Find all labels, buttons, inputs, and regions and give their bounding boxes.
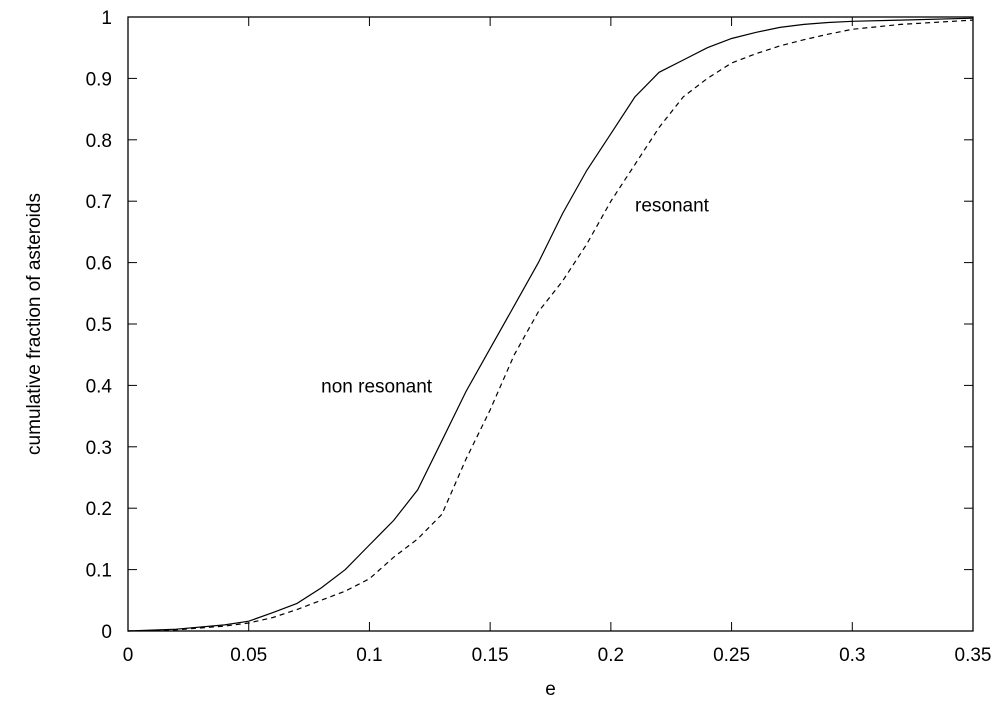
y-tick-label: 0.2 [86,499,112,520]
tick-marks [127,16,974,632]
y-tick-label: 1 [101,8,112,29]
y-axis-label: cumulative fraction of asteroids [24,193,45,455]
y-tick-label: 0.1 [86,561,112,582]
plot-frame [127,16,974,632]
x-tick-label: 0.1 [356,645,382,666]
x-tick-label: 0.35 [955,645,992,666]
y-tick-label: 0.6 [86,254,112,275]
annotation-resonant: resonant [635,195,710,216]
y-tick-label: 0 [101,622,112,643]
y-tick-label: 0.3 [86,438,112,459]
series-lines [127,17,974,632]
tick-labels: 0 0.05 0.1 0.15 0.2 0.25 0.3 0.35 0 0.1 0.2 0.3 0.4 0… [86,8,992,666]
x-tick-label: 0.15 [472,645,509,666]
x-axis-label: e [545,679,556,700]
x-tick-label: 0.2 [598,645,624,666]
annotation-non-resonant: non resonant [321,376,433,397]
x-tick-label: 0.05 [230,645,267,666]
resonant-series-line [127,19,974,632]
y-tick-label: 0.8 [86,131,112,152]
non-resonant-series-line [127,17,974,632]
x-tick-label: 0.25 [713,645,750,666]
x-tick-label: 0.3 [839,645,865,666]
x-tick-label: 0 [123,645,134,666]
y-tick-label: 0.9 [86,69,112,90]
y-tick-label: 0.4 [86,376,113,397]
y-tick-label: 0.5 [86,315,112,336]
y-tick-label: 0.7 [86,192,112,213]
